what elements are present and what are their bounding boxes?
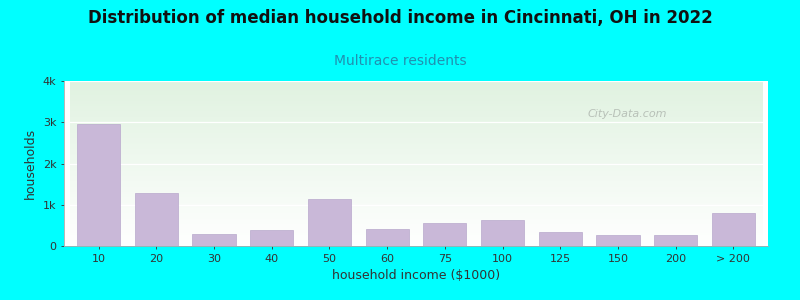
Text: Multirace residents: Multirace residents xyxy=(334,54,466,68)
Text: Distribution of median household income in Cincinnati, OH in 2022: Distribution of median household income … xyxy=(88,9,712,27)
Bar xyxy=(134,193,178,246)
Bar xyxy=(712,213,755,246)
Bar xyxy=(192,234,236,246)
Bar xyxy=(308,200,351,246)
X-axis label: household income ($1000): household income ($1000) xyxy=(332,269,500,282)
Bar xyxy=(77,124,120,246)
Bar xyxy=(423,223,466,246)
Y-axis label: households: households xyxy=(24,128,37,199)
Bar xyxy=(596,235,640,246)
Bar xyxy=(538,232,582,246)
Bar xyxy=(481,220,524,246)
Bar xyxy=(654,235,698,246)
Bar xyxy=(250,230,294,246)
Bar xyxy=(366,229,409,246)
Text: City-Data.com: City-Data.com xyxy=(587,109,667,119)
